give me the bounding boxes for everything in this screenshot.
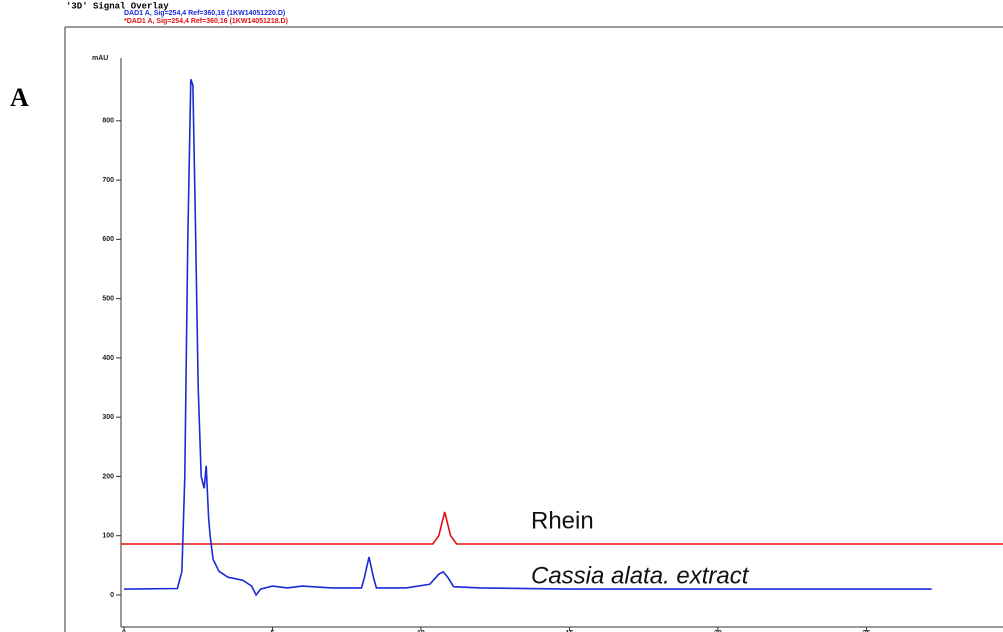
chart-title: '3D' Signal Overlay	[66, 1, 169, 11]
y-tick-label: 500	[102, 295, 114, 302]
x-tick-label: 25	[862, 630, 870, 632]
y-tick-label: 600	[102, 236, 114, 243]
x-tick-label: 10	[417, 630, 425, 632]
y-unit: mAU	[92, 55, 108, 62]
y-tick-label: 700	[102, 177, 114, 184]
signal-line	[121, 511, 1003, 545]
y-tick-label: 400	[102, 355, 114, 362]
x-tick-label: 5	[271, 630, 275, 632]
x-tick-label: 15	[566, 630, 574, 632]
y-tick-label: 0	[110, 592, 114, 599]
y-tick-label: 800	[102, 118, 114, 125]
x-tick-label: 20	[714, 630, 722, 632]
x-tick-label: 0	[122, 630, 126, 632]
legend-entry: *DAD1 A, Sig=254,4 Ref=360,16 (1KW140512…	[124, 18, 288, 25]
series-label: Cassia alata. extract	[531, 562, 750, 589]
panel-label: A	[10, 83, 29, 112]
y-tick-label: 300	[102, 414, 114, 421]
y-tick-label: 200	[102, 473, 114, 480]
legend-entry: DAD1 A, Sig=254,4 Ref=360,16 (1KW1405122…	[124, 10, 285, 17]
signal-line	[123, 79, 932, 597]
y-tick-label: 100	[102, 533, 114, 540]
series-label: Rhein	[531, 507, 594, 534]
